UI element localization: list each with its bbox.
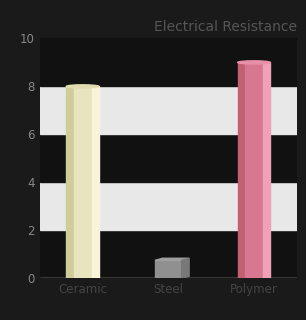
Bar — [66, 86, 73, 278]
Ellipse shape — [238, 277, 270, 280]
Ellipse shape — [66, 85, 99, 88]
Bar — [40, 86, 297, 134]
Ellipse shape — [66, 277, 99, 280]
Polygon shape — [155, 258, 189, 260]
Bar — [263, 62, 270, 278]
Bar — [245, 62, 263, 278]
Bar — [40, 38, 297, 86]
Ellipse shape — [238, 61, 270, 64]
Bar — [238, 62, 245, 278]
Bar — [40, 134, 297, 182]
Bar — [40, 182, 297, 230]
Bar — [73, 86, 92, 278]
Bar — [92, 86, 99, 278]
Bar — [40, 230, 297, 278]
Bar — [40, 278, 297, 291]
Text: Electrical Resistance: Electrical Resistance — [154, 20, 297, 35]
Polygon shape — [182, 258, 189, 278]
Bar — [155, 260, 182, 278]
